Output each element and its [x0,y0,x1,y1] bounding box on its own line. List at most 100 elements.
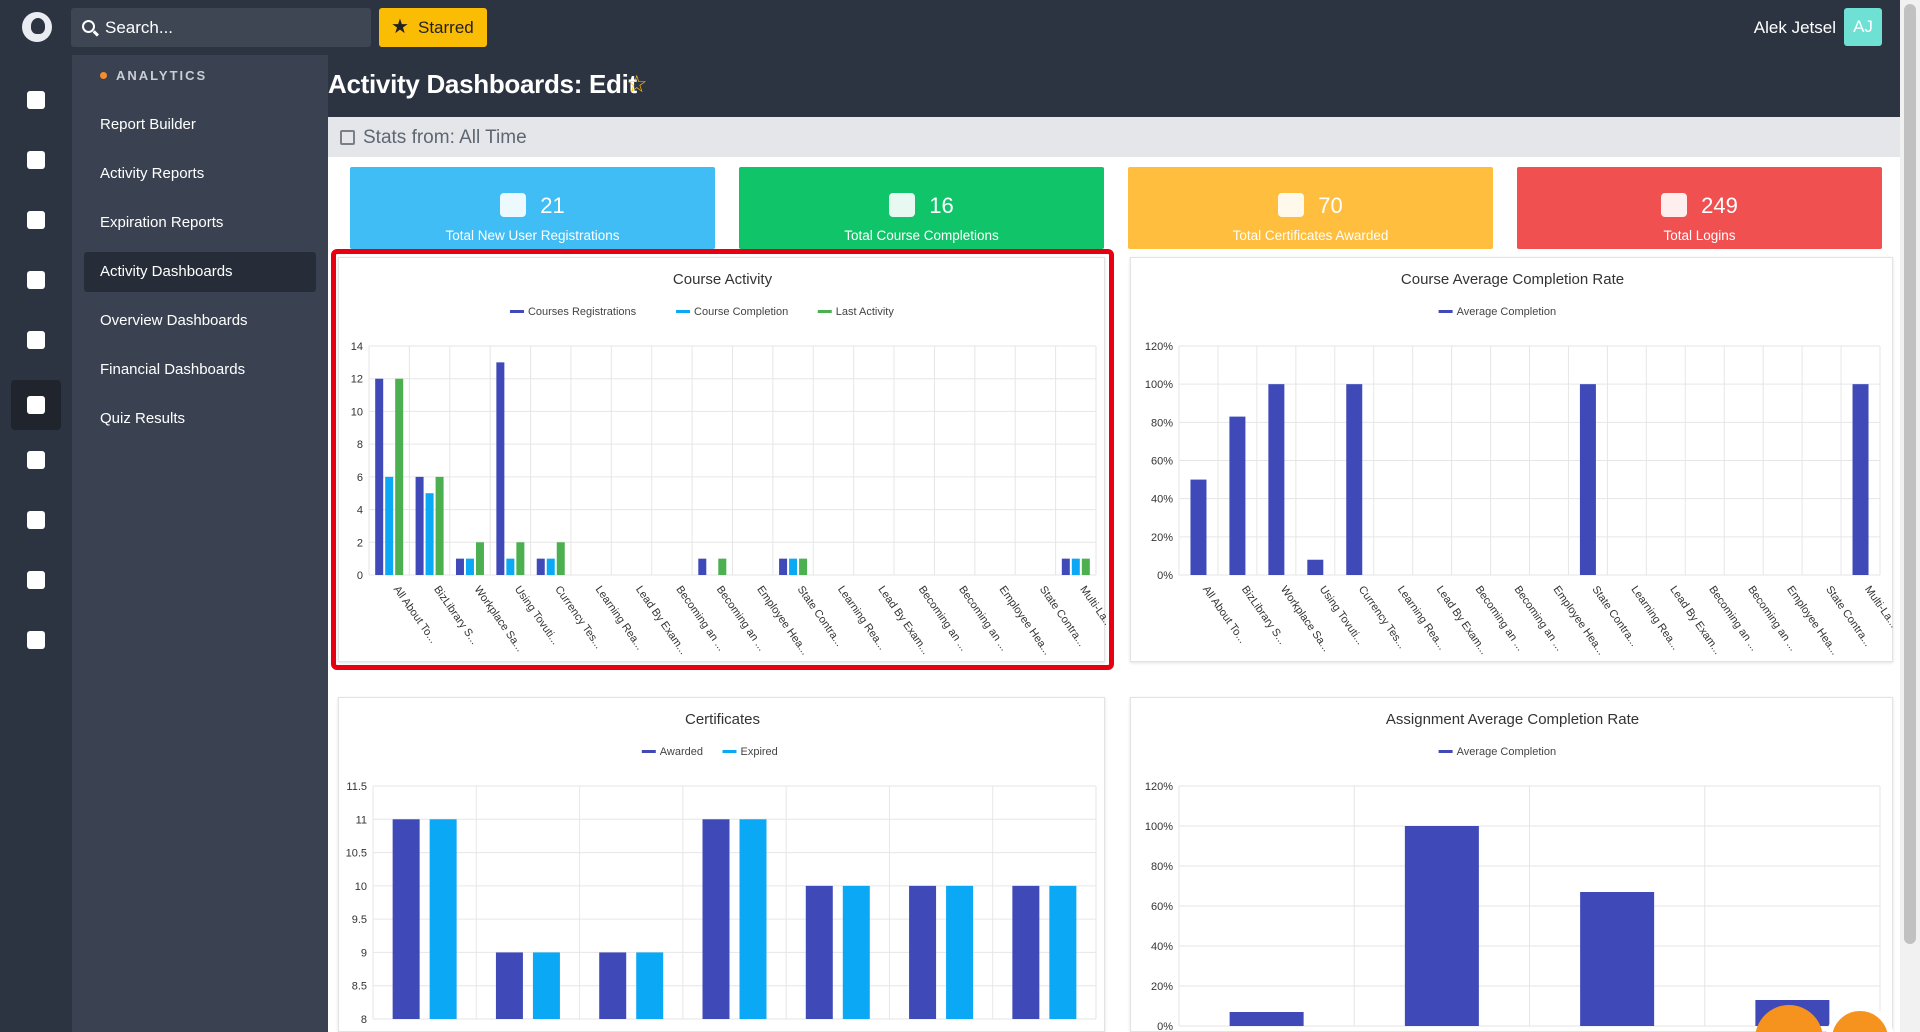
avatar[interactable]: AJ [1844,8,1882,46]
user-name[interactable]: Alek Jetsel [1753,18,1836,37]
bar[interactable] [739,819,767,1019]
bar[interactable] [1852,384,1869,575]
bar[interactable] [1229,416,1246,575]
bar[interactable] [698,558,707,575]
bar[interactable] [946,885,974,1019]
bar[interactable] [1404,826,1479,1026]
y-tick-label: 20% [1151,532,1173,544]
bar[interactable] [506,558,515,575]
bar[interactable] [532,952,560,1019]
bar[interactable] [1229,1012,1304,1026]
legend-label[interactable]: Last Activity [836,306,895,318]
bar[interactable] [516,542,525,575]
sidebar-item-activity-reports[interactable]: Activity Reports [100,165,205,182]
rail-item-gear[interactable] [11,615,61,665]
stat-value: 16 [739,193,1104,219]
bar[interactable] [375,378,384,575]
bar[interactable] [1268,384,1285,575]
search-input[interactable]: Search... [71,8,371,47]
bar[interactable] [599,952,627,1019]
billing-icon [27,571,45,589]
rail-item-money[interactable] [11,315,61,365]
bar[interactable] [909,885,937,1019]
bar[interactable] [435,476,444,575]
scrollbar-thumb[interactable] [1904,4,1916,944]
sidebar-item-report-builder[interactable]: Report Builder [100,116,196,133]
y-tick-label: 6 [357,472,363,484]
bar[interactable] [1579,384,1596,575]
bar[interactable] [842,885,870,1019]
bar[interactable] [799,558,808,575]
stat-value-text: 21 [540,193,565,218]
rail-item-shapes[interactable] [11,135,61,185]
bar[interactable] [1049,885,1077,1019]
bar[interactable] [1580,892,1655,1026]
bar[interactable] [718,558,727,575]
sidebar-item-expiration-reports[interactable]: Expiration Reports [100,214,224,231]
bar[interactable] [536,558,545,575]
rail-item-chat[interactable] [11,435,61,485]
bar[interactable] [546,558,555,575]
page-scrollbar[interactable] [1900,0,1920,1032]
bar[interactable] [789,558,798,575]
y-tick-label: 10 [355,881,367,893]
rail-item-users[interactable] [11,75,61,125]
starred-button[interactable]: ★ Starred [379,8,487,47]
bar[interactable] [475,542,484,575]
legend-label[interactable]: Expired [741,746,778,758]
bar[interactable] [702,819,730,1019]
bar[interactable] [1190,479,1207,575]
calendar-icon [340,130,355,145]
bar[interactable] [395,378,404,575]
legend-swatch [1438,750,1453,753]
bar[interactable] [636,952,664,1019]
rail-item-graduation-cap[interactable] [11,195,61,245]
bar[interactable] [495,952,523,1019]
legend-swatch [1438,310,1453,313]
y-tick-label: 12 [351,374,363,386]
bar[interactable] [465,558,474,575]
bar[interactable] [779,558,788,575]
y-tick-label: 120% [1145,781,1173,793]
bar[interactable] [385,476,394,575]
logo-icon[interactable] [22,12,52,42]
sidebar-item-quiz-results[interactable]: Quiz Results [100,410,186,427]
bar[interactable] [805,885,833,1019]
bar[interactable] [496,362,505,575]
stat-card-total-logins[interactable]: 249 Total Logins [1517,167,1882,249]
sidebar-item-overview-dashboards[interactable]: Overview Dashboards [100,312,248,329]
bar[interactable] [1346,384,1363,575]
bar[interactable] [455,558,464,575]
bar[interactable] [415,476,424,575]
bar[interactable] [1012,885,1040,1019]
bar[interactable] [556,542,565,575]
stat-card-total-course-completions[interactable]: 16 Total Course Completions [739,167,1104,249]
favorite-star-icon[interactable]: ☆ [626,71,648,98]
legend-label[interactable]: Average Completion [1457,746,1556,758]
sidebar-item-activity-dashboards[interactable]: Activity Dashboards [84,252,316,292]
bar[interactable] [1307,559,1324,575]
y-tick-label: 8 [357,439,363,451]
y-tick-label: 40% [1151,494,1173,506]
rail-item-palette[interactable] [11,495,61,545]
stat-value-text: 16 [929,193,954,218]
legend-label[interactable]: Awarded [660,746,703,758]
legend-label[interactable]: Course Completion [694,306,788,318]
rail-item-megaphone[interactable] [11,255,61,305]
legend-label[interactable]: Courses Registrations [528,306,637,318]
bar[interactable] [429,819,457,1019]
bar[interactable] [425,493,434,575]
stat-card-total-new-user-registrations[interactable]: 21 Total New User Registrations [350,167,715,249]
bar[interactable] [1061,558,1070,575]
bar[interactable] [392,819,420,1019]
sidebar-item-financial-dashboards[interactable]: Financial Dashboards [100,361,246,378]
stat-card-total-certificates-awarded[interactable]: 70 Total Certificates Awarded [1128,167,1493,249]
bar[interactable] [1071,558,1080,575]
sidebar-heading: ANALYTICS [100,68,207,83]
palette-icon [27,511,45,529]
legend-label[interactable]: Average Completion [1457,306,1556,318]
rail-item-analytics[interactable] [11,380,61,430]
rail-item-billing[interactable] [11,555,61,605]
bar[interactable] [1081,558,1090,575]
top-bar: Search... ★ Starred Alek Jetsel AJ [0,0,1900,55]
